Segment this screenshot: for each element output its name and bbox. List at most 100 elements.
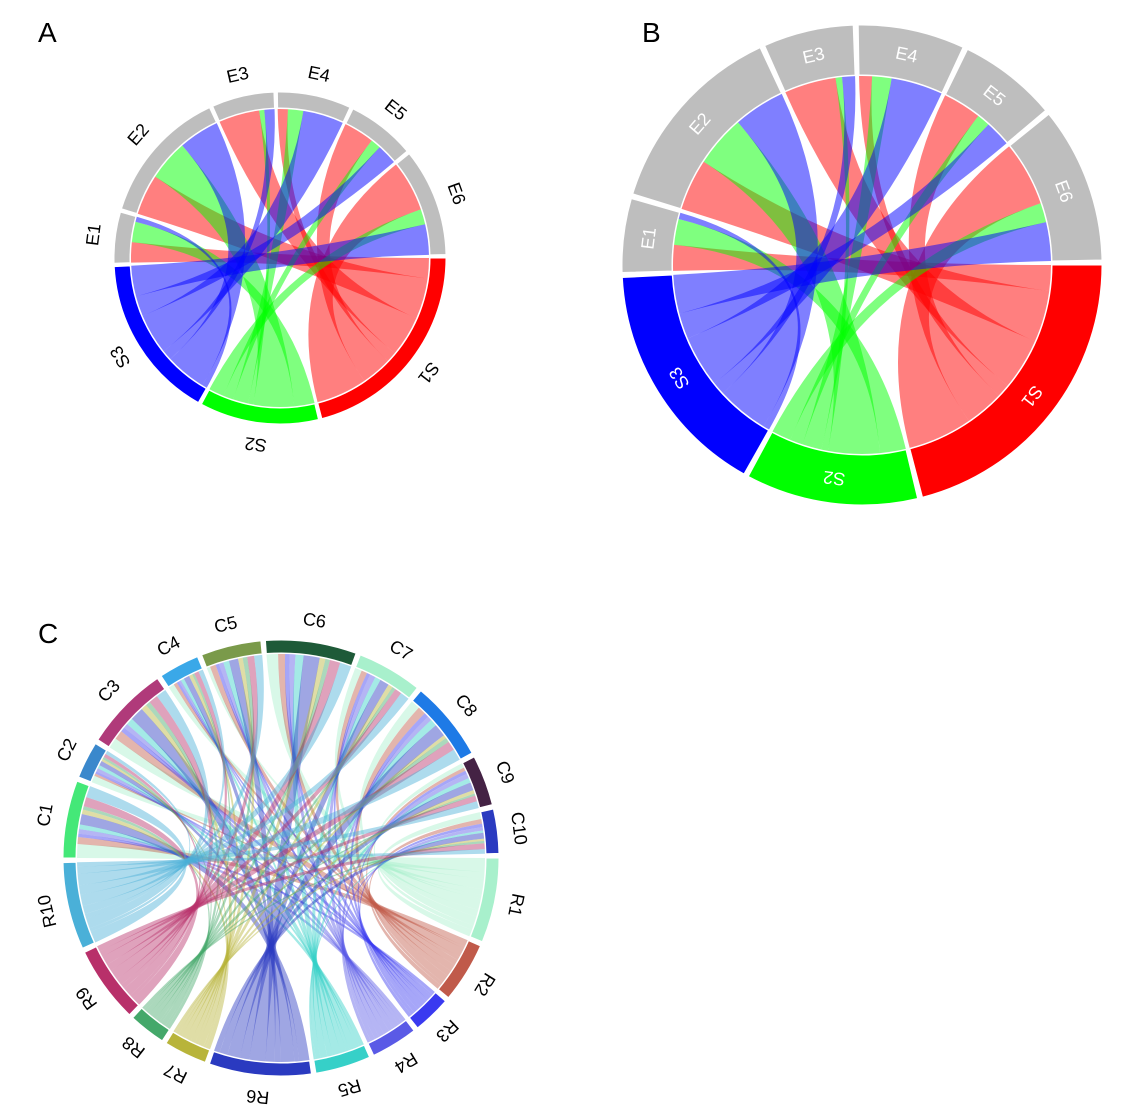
link-r6-c10 (214, 832, 485, 1053)
sector-c2 (77, 742, 108, 783)
link-r3-c6 (284, 654, 424, 1008)
link-r1-c7 (334, 667, 479, 917)
sector-e4 (276, 91, 351, 123)
link-r7-c7 (181, 684, 393, 1039)
link-r1-c1 (77, 844, 485, 872)
sector-s3 (621, 274, 770, 475)
sector-label-s2: S2 (822, 467, 846, 490)
sector-r9 (83, 946, 140, 1016)
link-r7-c5 (190, 657, 255, 1043)
link-r10-c2 (89, 750, 191, 932)
link-r7-c4 (189, 674, 239, 1045)
link-s3-e6 (131, 224, 429, 297)
sector-label-r8: R8 (118, 1032, 148, 1062)
sector-e4 (857, 24, 964, 94)
link-r10-c1 (86, 786, 187, 943)
sector-label-r9: R9 (72, 983, 102, 1013)
sector-label-e4: E4 (306, 62, 332, 86)
chord-diagram-a: S1 S2 S3 E1 E2 E3 E4 E5 E6 (82, 62, 470, 456)
sector-label-r7: R7 (161, 1060, 190, 1088)
link-r9-c2 (103, 753, 201, 998)
link-s3-e3 (714, 76, 856, 394)
sector-e3 (212, 91, 276, 122)
sector-r4 (367, 1019, 415, 1056)
sector-label-c4: C4 (154, 632, 184, 660)
link-r2-c3 (115, 731, 464, 958)
link-r4-c7 (327, 674, 385, 1037)
link-r4-c4 (178, 680, 396, 1029)
link-r6-c5 (228, 658, 276, 1062)
sector-label-r5: R5 (336, 1075, 364, 1101)
link-r9-c9 (99, 795, 477, 957)
link-r1-c6 (266, 654, 481, 910)
sector-c9 (461, 756, 493, 809)
sector-label-c2: C2 (53, 735, 81, 765)
sector-label-c6: C6 (302, 609, 328, 632)
link-r9-c5 (116, 655, 258, 985)
sector-e1 (113, 211, 137, 264)
link-r1-c3 (109, 738, 484, 890)
link-r4-c6 (289, 654, 390, 1034)
sector-e6 (1009, 113, 1103, 262)
link-r10-c8 (77, 749, 460, 886)
link-r10-c4 (84, 669, 226, 919)
link-r2-c2 (94, 773, 465, 949)
sector-e3 (764, 24, 856, 92)
sector-label-r10: R10 (34, 893, 61, 930)
link-s3-e6 (673, 222, 1051, 314)
sector-label-e1: E1 (82, 222, 105, 246)
sector-c6 (264, 639, 357, 667)
link-s3-e3 (163, 109, 275, 360)
sector-r5 (313, 1044, 371, 1074)
sector-r10 (62, 861, 96, 949)
link-s2-e6 (772, 203, 1047, 440)
sector-label-c7: C7 (386, 636, 416, 665)
sector-label-s3: S3 (106, 342, 135, 371)
chord-diagram-c: R1 R2 R3 R4 R5 R6 R7 R8 R9 R10 C1 C2 C3 C4 C5 C6 C7 C8 C9 C… (33, 609, 531, 1108)
sector-c4 (160, 655, 204, 688)
sector-e2 (632, 47, 782, 210)
sector-label-c8: C8 (451, 690, 481, 720)
link-s1-e6 (308, 164, 421, 403)
sector-s1 (317, 257, 447, 420)
sector-label-c9: C9 (492, 758, 519, 787)
link-r6-c1 (79, 814, 310, 1062)
sector-label-e5: E5 (381, 95, 411, 124)
sector-label-c1: C1 (33, 802, 57, 828)
link-r6-c7 (239, 679, 389, 1060)
link-r8-c2 (102, 756, 212, 1028)
link-group (673, 76, 1051, 454)
link-s2-e5 (223, 140, 380, 400)
sector-label-r2: R2 (470, 969, 499, 999)
link-r10-c10 (77, 849, 485, 867)
sector-e2 (120, 107, 217, 215)
sector-c3 (97, 677, 166, 748)
sector-e5 (345, 108, 408, 163)
panel-letter-a: A (38, 17, 57, 48)
sector-label-r1: R1 (504, 892, 528, 918)
link-r5-c5 (223, 660, 347, 1053)
sector-c7 (354, 654, 418, 699)
sector-label-s1: S1 (414, 358, 443, 388)
sector-label-s2: S2 (243, 433, 267, 456)
panel-letter-c: C (38, 618, 58, 649)
link-r2-c10 (368, 818, 483, 989)
sector-label-r3: R3 (432, 1016, 462, 1046)
sector-label-c5: C5 (212, 612, 239, 637)
link-r2-c6 (278, 654, 455, 971)
sector-s1 (909, 264, 1103, 498)
sector-label-e1: E1 (637, 226, 660, 250)
link-r2-c8 (355, 707, 448, 983)
link-group (131, 109, 429, 408)
link-r7-c1 (81, 809, 229, 1050)
sector-s2 (200, 389, 320, 425)
link-r6-c6 (249, 655, 320, 1062)
link-r8-c7 (149, 687, 396, 1016)
link-s3-e2 (723, 93, 818, 427)
sector-e5 (944, 48, 1047, 144)
link-r7-c2 (101, 758, 229, 1048)
sector-s3 (113, 265, 207, 404)
sector-c10 (480, 808, 500, 855)
